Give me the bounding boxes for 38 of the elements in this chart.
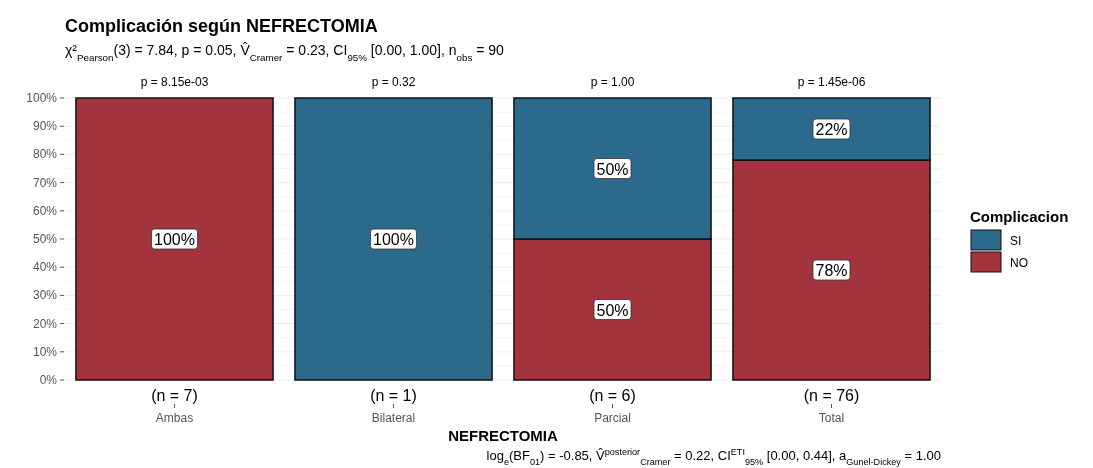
- legend-title: Complicacion: [970, 208, 1069, 225]
- y-tick-label: 30%: [32, 288, 58, 303]
- y-tick-label: 20%: [32, 316, 58, 331]
- data-label: 100%: [154, 231, 195, 248]
- y-tick-label: 90%: [32, 119, 58, 134]
- x-tick-label: Parcial: [594, 411, 631, 425]
- chart-title: Complicación según NEFRECTOMIA: [65, 16, 378, 36]
- legend-label: SI: [1010, 234, 1022, 248]
- y-tick-label: 10%: [32, 344, 58, 359]
- data-label: 100%: [373, 231, 414, 248]
- annotation: (n = 76): [803, 387, 860, 404]
- annotation: (n = 1): [370, 387, 417, 404]
- data-label: 22%: [815, 121, 848, 139]
- y-tick-label: 0%: [39, 373, 58, 387]
- legend-label: NO: [1010, 256, 1028, 270]
- text: log$_{e}$(BF$_{01}$) = -0.85, V̂$^{posterior}$$_{Cramer}$ = 0.22, CI$^{ETI}$$_{95%}$ [0.00, 0.44], a$_{Gunel-Dickey}$ = 1.00: [486, 447, 941, 467]
- annotation: p = 8.15e-03: [140, 75, 209, 89]
- bar: [294, 97, 493, 381]
- y-tick-label: 40%: [32, 260, 58, 275]
- annotation: (n = 6): [589, 387, 636, 404]
- x-tick-label: Ambas: [155, 411, 194, 425]
- annotation: (n = 7): [151, 387, 198, 404]
- y-tick-label: 70%: [32, 175, 58, 190]
- y-tick-label: 80%: [32, 147, 58, 162]
- annotation: p = 0.32: [371, 75, 416, 89]
- y-tick-label: 50%: [32, 232, 58, 246]
- bar: [75, 97, 274, 381]
- x-tick-label: Bilateral: [371, 411, 416, 425]
- annotation: p = 1.45e-06: [797, 75, 866, 89]
- text: χ²$_{Pearson}$(3) = 7.84, p = 0.05, V̂$_{Cramer}$ = 0.23, CI$_{95%}$ [0.00, 1.00], n$_{obs}$ = 90: [65, 42, 504, 63]
- x-axis-title: NEFRECTOMIA: [448, 427, 559, 444]
- data-label: 50%: [596, 160, 629, 178]
- y-tick-label: 100%: [26, 91, 58, 105]
- data-label: 78%: [815, 262, 848, 280]
- annotation: p = 1.00: [590, 75, 635, 89]
- y-tick-label: 60%: [32, 203, 58, 218]
- x-tick-label: Total: [818, 411, 845, 425]
- data-label: 50%: [596, 301, 629, 319]
